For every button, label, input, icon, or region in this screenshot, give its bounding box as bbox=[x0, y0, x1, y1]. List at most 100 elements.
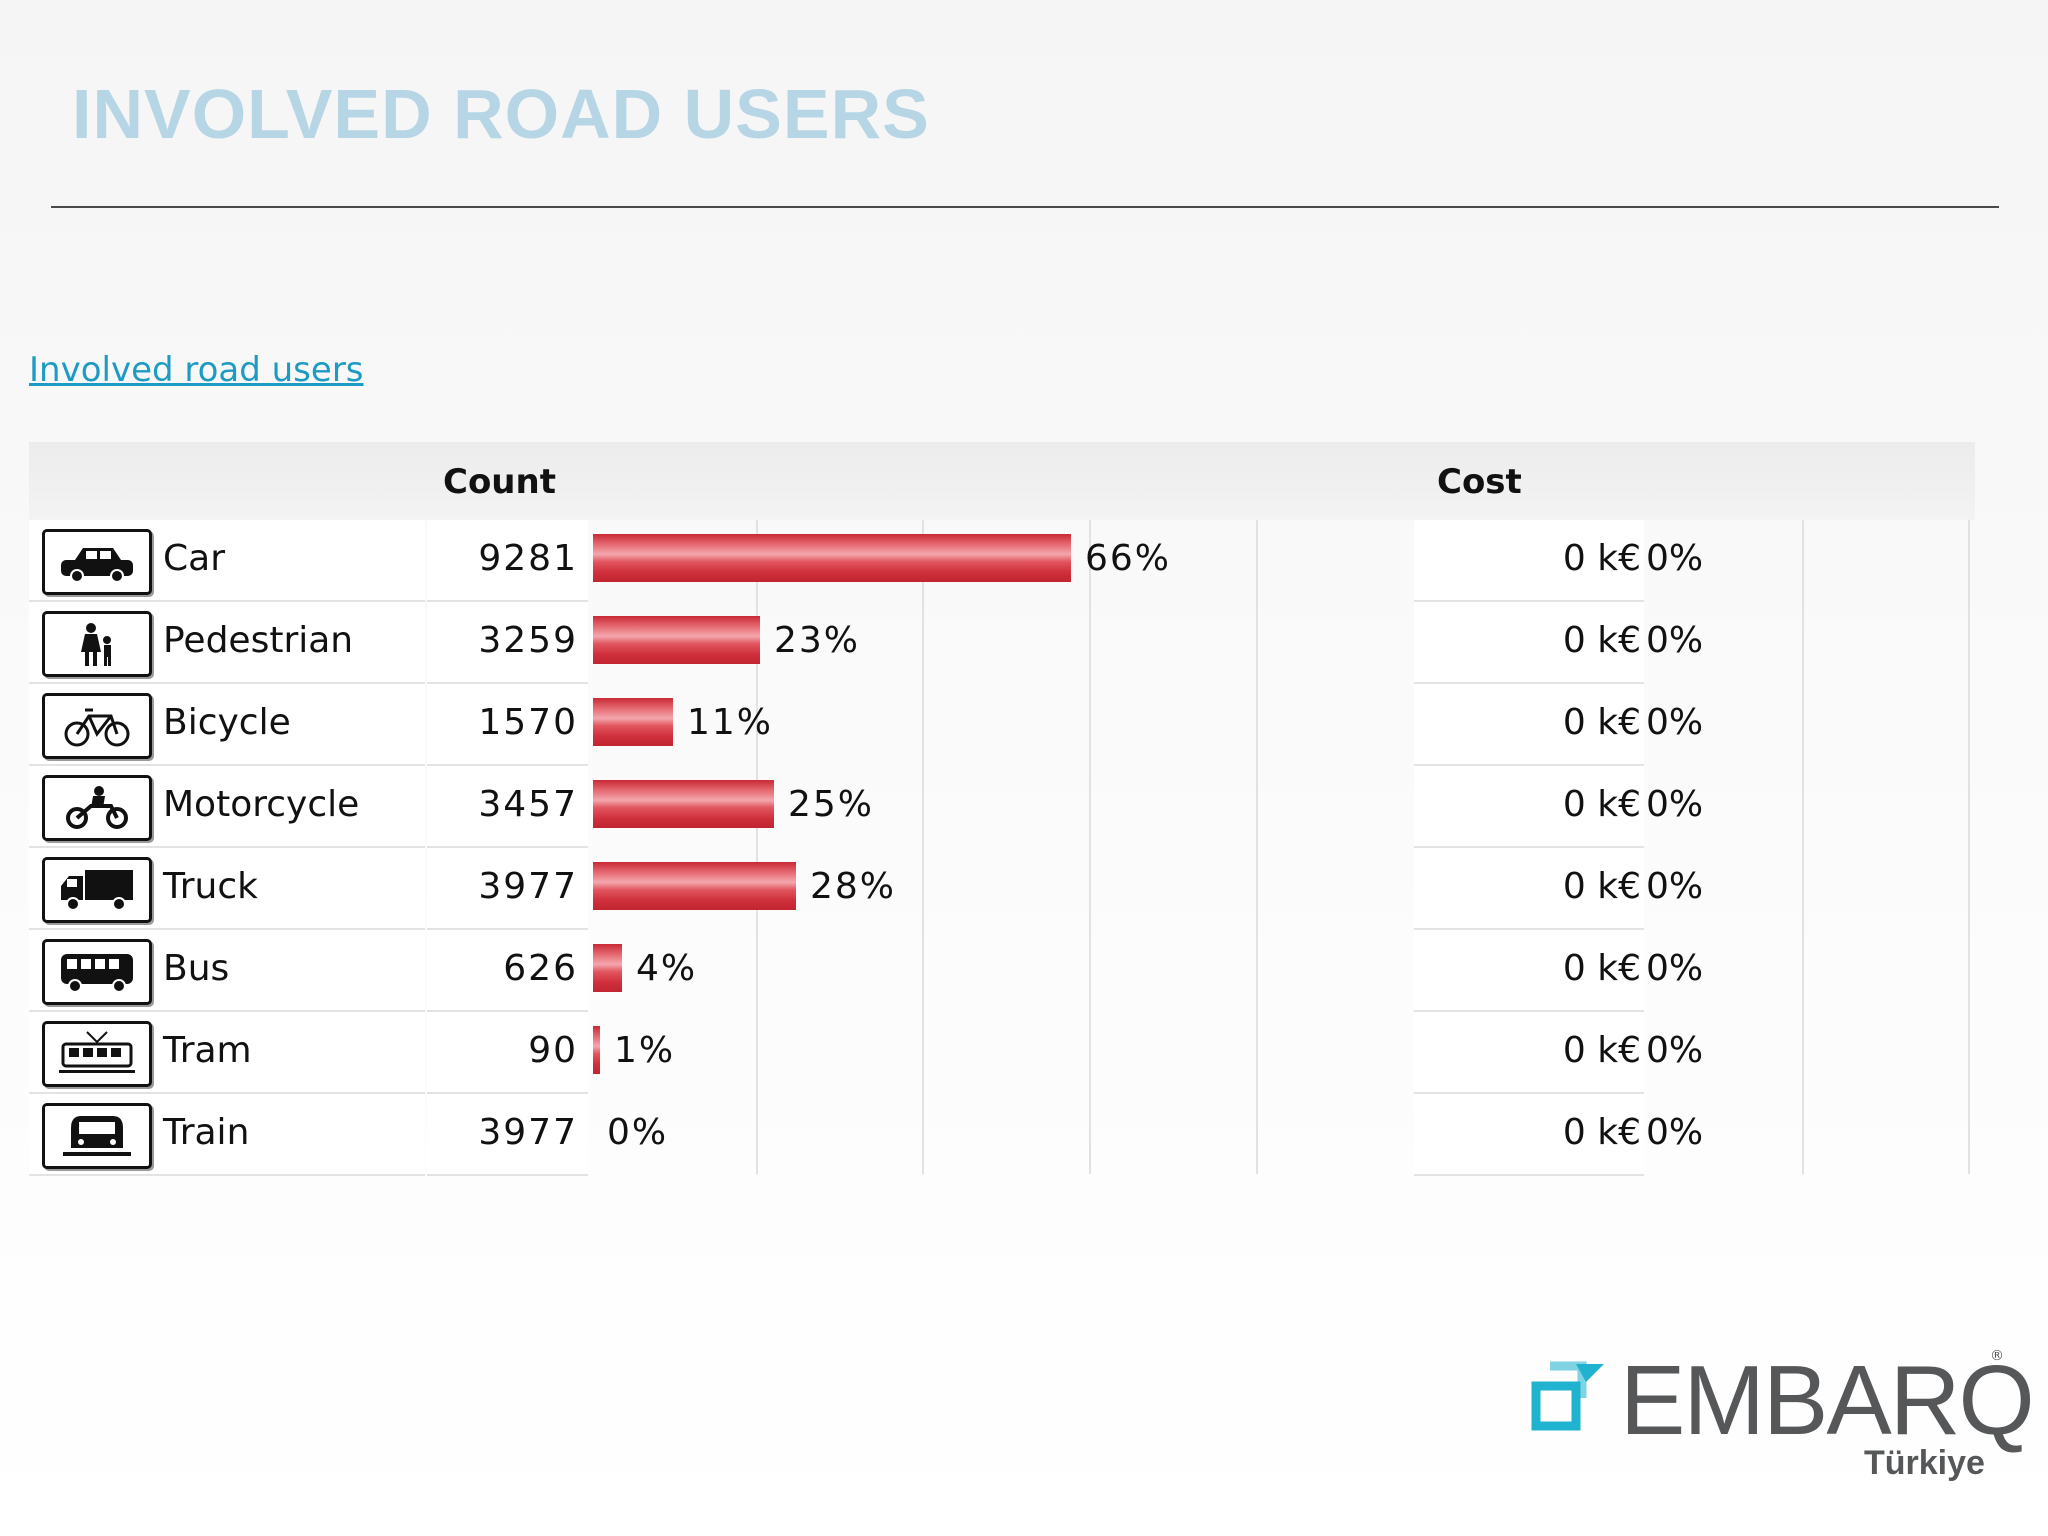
cost-cell bbox=[1414, 520, 1644, 602]
road-user-cost: 0 k€ bbox=[1562, 1030, 1641, 1071]
road-user-name: Tram bbox=[163, 1030, 252, 1071]
cost-percentage: 0% bbox=[1646, 538, 1704, 579]
road-user-count: 626 bbox=[503, 948, 578, 989]
involved-road-users-link[interactable]: Involved road users bbox=[29, 350, 364, 390]
logo-subtitle: Türkiye bbox=[1864, 1444, 1985, 1482]
table-row: Pedestrian 3259 23% 0 k€ 0% bbox=[29, 602, 1975, 684]
count-cell bbox=[427, 766, 588, 848]
road-user-name: Bus bbox=[163, 948, 230, 989]
cost-cell bbox=[1414, 602, 1644, 684]
road-user-name: Truck bbox=[163, 866, 258, 907]
cost-cell bbox=[1414, 766, 1644, 848]
bicycle-icon bbox=[64, 708, 130, 747]
table-row: Tram 90 1% 0 k€ 0% bbox=[29, 1012, 1975, 1094]
grid-line bbox=[1089, 520, 1091, 1174]
logo-wordmark: EMBARQ bbox=[1620, 1345, 2035, 1455]
cost-cell bbox=[1414, 1094, 1644, 1176]
grid-line bbox=[1802, 520, 1804, 1174]
count-bar bbox=[593, 616, 760, 664]
tram-icon bbox=[59, 1031, 135, 1073]
table-row: Motorcycle 3457 25% 0 k€ 0% bbox=[29, 766, 1975, 848]
grid-line bbox=[1256, 520, 1258, 1174]
road-user-count: 3977 bbox=[478, 866, 578, 907]
table-header: Count Cost bbox=[29, 442, 1975, 520]
cost-percentage: 0% bbox=[1646, 1030, 1704, 1071]
road-user-count: 90 bbox=[528, 1030, 578, 1071]
logo-registered-mark: ® bbox=[1990, 1348, 2004, 1364]
road-user-icon bbox=[42, 857, 152, 923]
table-row: Truck 3977 28% 0 k€ 0% bbox=[29, 848, 1975, 930]
cost-cell bbox=[1414, 1012, 1644, 1094]
count-cell bbox=[427, 930, 588, 1012]
count-percentage: 4% bbox=[636, 948, 698, 989]
road-user-count: 1570 bbox=[478, 702, 578, 743]
cost-percentage: 0% bbox=[1646, 620, 1704, 661]
count-percentage: 25% bbox=[788, 784, 875, 825]
road-user-name: Train bbox=[163, 1112, 250, 1153]
embarq-logo: EMBARQ ® Türkiye bbox=[1530, 1344, 2035, 1494]
title-divider bbox=[51, 206, 1999, 208]
embarq-logo-icon bbox=[1531, 1361, 1604, 1431]
road-user-cost: 0 k€ bbox=[1562, 784, 1641, 825]
grid-line bbox=[1968, 520, 1970, 1174]
cost-column-header: Cost bbox=[1437, 462, 1522, 502]
count-cell bbox=[427, 1012, 588, 1094]
table-row: Bus 626 4% 0 k€ 0% bbox=[29, 930, 1975, 1012]
count-cell bbox=[427, 1094, 588, 1176]
road-user-cost: 0 k€ bbox=[1562, 866, 1641, 907]
count-percentage: 28% bbox=[810, 866, 897, 907]
grid-line bbox=[922, 520, 924, 1174]
count-cell bbox=[427, 520, 588, 602]
count-cell bbox=[427, 848, 588, 930]
road-user-cost: 0 k€ bbox=[1562, 1112, 1641, 1153]
road-users-table: Count Cost Car 9281 66% 0 k€ 0% Pedestri… bbox=[29, 442, 1975, 1176]
car-icon bbox=[61, 548, 133, 583]
pedestrian-icon bbox=[81, 623, 111, 666]
count-bar bbox=[593, 944, 622, 992]
cost-percentage: 0% bbox=[1646, 1112, 1704, 1153]
count-percentage: 1% bbox=[614, 1030, 676, 1071]
cost-cell bbox=[1414, 848, 1644, 930]
road-user-icon bbox=[42, 939, 152, 1005]
road-user-count: 3977 bbox=[478, 1112, 578, 1153]
train-icon bbox=[63, 1116, 131, 1156]
count-percentage: 0% bbox=[607, 1112, 669, 1153]
table-row: Car 9281 66% 0 k€ 0% bbox=[29, 520, 1975, 602]
count-cell bbox=[427, 684, 588, 766]
count-bar bbox=[593, 862, 796, 910]
road-user-cost: 0 k€ bbox=[1562, 620, 1641, 661]
table-row: Train 3977 0% 0 k€ 0% bbox=[29, 1094, 1975, 1176]
road-user-icon bbox=[42, 693, 152, 759]
grid-line bbox=[756, 520, 758, 1174]
count-percentage: 23% bbox=[774, 620, 861, 661]
cost-percentage: 0% bbox=[1646, 948, 1704, 989]
road-user-cost: 0 k€ bbox=[1562, 702, 1641, 743]
cost-cell bbox=[1414, 684, 1644, 766]
road-user-count: 9281 bbox=[478, 538, 578, 579]
road-user-count: 3457 bbox=[478, 784, 578, 825]
truck-icon bbox=[61, 870, 133, 911]
cost-cell bbox=[1414, 930, 1644, 1012]
road-user-icon bbox=[42, 775, 152, 841]
count-cell bbox=[427, 602, 588, 684]
count-column-header: Count bbox=[443, 462, 556, 502]
count-bar bbox=[593, 534, 1071, 582]
page-title: INVOLVED ROAD USERS bbox=[72, 75, 930, 153]
count-bar bbox=[593, 780, 774, 828]
road-user-icon bbox=[42, 529, 152, 595]
cost-percentage: 0% bbox=[1646, 702, 1704, 743]
road-user-icon bbox=[42, 1103, 152, 1169]
table-row: Bicycle 1570 11% 0 k€ 0% bbox=[29, 684, 1975, 766]
bus-icon bbox=[61, 954, 133, 993]
road-user-name: Bicycle bbox=[163, 702, 291, 743]
road-user-name: Car bbox=[163, 538, 225, 579]
cost-percentage: 0% bbox=[1646, 866, 1704, 907]
road-user-cost: 0 k€ bbox=[1562, 948, 1641, 989]
road-user-name: Motorcycle bbox=[163, 784, 360, 825]
count-percentage: 66% bbox=[1085, 538, 1172, 579]
road-user-icon bbox=[42, 611, 152, 677]
road-user-icon bbox=[42, 1021, 152, 1087]
road-user-cost: 0 k€ bbox=[1562, 538, 1641, 579]
count-percentage: 11% bbox=[687, 702, 774, 743]
cost-percentage: 0% bbox=[1646, 784, 1704, 825]
